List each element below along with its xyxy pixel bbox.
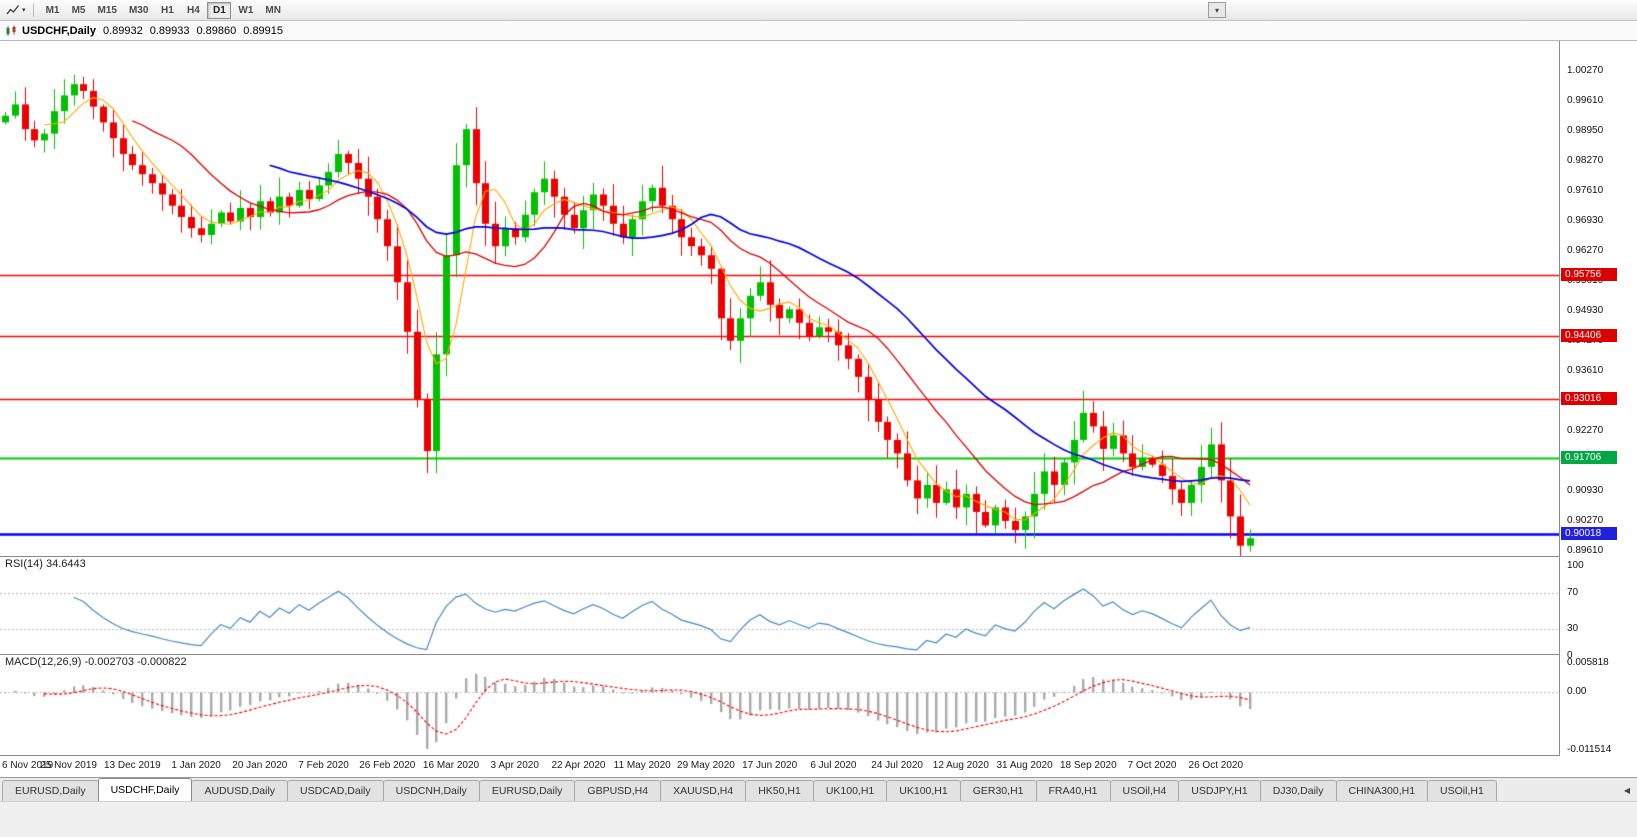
timeframe-m1-button[interactable]: M1 [45,4,60,16]
chart-tab-china300-h1[interactable]: CHINA300,H1 [1335,780,1429,801]
date-axis-label: 1 Jan 2020 [171,760,221,771]
rsi-canvas[interactable] [0,557,1559,654]
macd-canvas[interactable] [0,655,1559,755]
ohlc-close-value: 0.89915 [243,24,284,37]
chart-symbol-label: USDCHF,Daily [22,24,96,37]
rsi-axis-label: 0 [1567,650,1573,661]
price-axis-label: 0.97610 [1567,185,1604,196]
price-axis-label: 0.90270 [1567,515,1604,526]
date-axis-label: 11 May 2020 [613,760,671,771]
date-axis-label: 22 Apr 2020 [551,760,606,771]
chart-tool-button[interactable]: ▾ [3,2,29,19]
date-axis-label: 12 Aug 2020 [932,760,989,771]
timeframe-d1-button[interactable]: D1 [207,1,232,19]
timeframe-m15-button[interactable]: M15 [97,4,117,16]
main-chart-canvas[interactable] [0,41,1559,556]
toolbar-overflow-button[interactable]: ▾ [1208,2,1226,18]
chart-tab-uk100-h1[interactable]: UK100,H1 [886,780,961,801]
date-axis-label: 26 Feb 2020 [359,760,416,771]
price-axis-label: 0.92270 [1567,425,1604,436]
timeframe-toolbar: ▾ M1 M5 M15 M30 H1 H4 D1 W1 MN ▾ [0,0,1637,21]
timeframe-h1-button[interactable]: H1 [161,4,174,16]
timeframe-m5-button[interactable]: M5 [71,4,86,16]
date-axis-label: 13 Dec 2019 [104,760,161,771]
ohlc-low-value: 0.89860 [196,24,237,37]
dropdown-caret-icon: ▾ [22,7,26,14]
date-axis-label: 3 Apr 2020 [490,760,539,771]
chart-tab-dj30-daily[interactable]: DJ30,Daily [1259,780,1337,801]
date-axis-label: 29 May 2020 [677,760,735,771]
macd-indicator-panel: MACD(12,26,9) -0.002703 -0.000822 [0,655,1559,756]
date-axis-label: 24 Jul 2020 [871,760,923,771]
timeframe-h4-button[interactable]: H4 [187,4,200,16]
price-axis-label: 0.96930 [1567,215,1604,226]
tab-scroll-left-button[interactable]: ◀ [1619,783,1635,799]
date-axis-label: 6 Jul 2020 [810,760,857,771]
date-axis-label: 7 Oct 2020 [1127,760,1177,771]
main-chart-panel [0,41,1559,557]
timeframe-w1-button[interactable]: W1 [238,4,254,16]
price-level-tag[interactable]: 0.91706 [1561,450,1617,464]
price-level-tag[interactable]: 0.95756 [1561,268,1617,282]
chart-tab-uk100-h1[interactable]: UK100,H1 [812,780,888,801]
chart-title-bar: USDCHF,Daily 0.89932 0.89933 0.89860 0.8… [0,21,1637,41]
date-axis-label: 6 Nov 2019 [2,760,54,771]
chart-tab-audusd-daily[interactable]: AUDUSD,Daily [191,780,289,801]
rsi-axis-label: 70 [1567,587,1579,598]
price-axis[interactable]: 1.00270 0.99610 0.98950 0.98270 0.97610 0.969… [1559,41,1637,756]
price-level-tag[interactable]: 0.90018 [1561,526,1617,540]
macd-label: MACD(12,26,9) -0.002703 -0.000822 [3,656,189,668]
chart-tab-usdchf-daily[interactable]: USDCHF,Daily [97,778,193,801]
macd-axis-label: 0.00 [1567,686,1587,698]
ohlc-high-value: 0.89933 [149,24,190,37]
macd-axis-label: -0.011514 [1567,744,1612,755]
price-axis-label: 1.00270 [1567,65,1604,76]
chart-tab-eurusd-daily[interactable]: EURUSD,Daily [2,780,99,801]
price-level-tag[interactable]: 0.93016 [1561,391,1617,405]
price-axis-label: 0.93610 [1567,365,1604,376]
toolbar-separator [32,3,34,17]
chart-tab-xauusd-h4[interactable]: XAUUSD,H4 [660,780,747,801]
date-axis-label: 18 Sep 2020 [1059,760,1117,771]
chart-tab-fra40-h1[interactable]: FRA40,H1 [1035,780,1111,801]
chart-tab-usoil-h1[interactable]: USOil,H1 [1427,780,1497,801]
price-axis-label: 0.99610 [1567,95,1604,106]
chart-tab-usdjpy-h1[interactable]: USDJPY,H1 [1178,780,1261,801]
ohlc-open-value: 0.89932 [102,24,143,37]
chart-tab-eurusd-daily[interactable]: EURUSD,Daily [478,780,576,801]
status-area [0,801,1637,837]
price-axis-label: 0.98270 [1567,155,1604,166]
date-axis-label: 31 Aug 2020 [996,760,1053,771]
date-axis-label: 7 Feb 2020 [298,760,349,771]
rsi-indicator-panel: RSI(14) 34.6443 [0,557,1559,655]
date-axis[interactable]: 6 Nov 2019 25 Nov 2019 13 Dec 2019 1 Jan 20… [0,756,1637,777]
date-axis-label: 17 Jun 2020 [742,760,798,771]
chart-tool-icon [6,5,20,15]
date-axis-label: 25 Nov 2019 [40,760,97,771]
chart-tab-usdcnh-daily[interactable]: USDCNH,Daily [382,780,480,801]
chart-tab-usdcad-daily[interactable]: USDCAD,Daily [287,780,384,801]
timeframe-m30-button[interactable]: M30 [128,4,149,16]
chart-tab-gbpusd-h4[interactable]: GBPUSD,H4 [574,780,662,801]
price-axis-label: 0.90930 [1567,485,1604,496]
chart-tab-usoil-h4[interactable]: USOil,H4 [1109,780,1180,801]
chart-tab-hk50-h1[interactable]: HK50,H1 [745,780,814,801]
candlestick-chart-icon [6,25,16,36]
price-axis-label: 0.96270 [1567,245,1604,256]
rsi-axis-label: 30 [1567,623,1579,634]
rsi-axis-label: 100 [1567,560,1584,571]
chart-tab-ger30-h1[interactable]: GER30,H1 [959,780,1037,801]
price-axis-label: 0.89610 [1567,545,1604,556]
date-axis-label: 16 Mar 2020 [422,760,480,771]
macd-axis-label: 0.005818 [1567,657,1609,668]
timeframe-mn-button[interactable]: MN [265,4,281,16]
date-axis-label: 26 Oct 2020 [1188,760,1244,771]
date-axis-label: 20 Jan 2020 [232,760,288,771]
chart-tabs-bar: EURUSD,Daily USDCHF,Daily AUDUSD,Daily USDC… [0,777,1637,801]
price-axis-label: 0.98950 [1567,125,1604,136]
price-level-tag[interactable]: 0.94406 [1561,329,1617,343]
rsi-label: RSI(14) 34.6443 [3,558,88,570]
price-axis-label: 0.94930 [1567,305,1604,316]
